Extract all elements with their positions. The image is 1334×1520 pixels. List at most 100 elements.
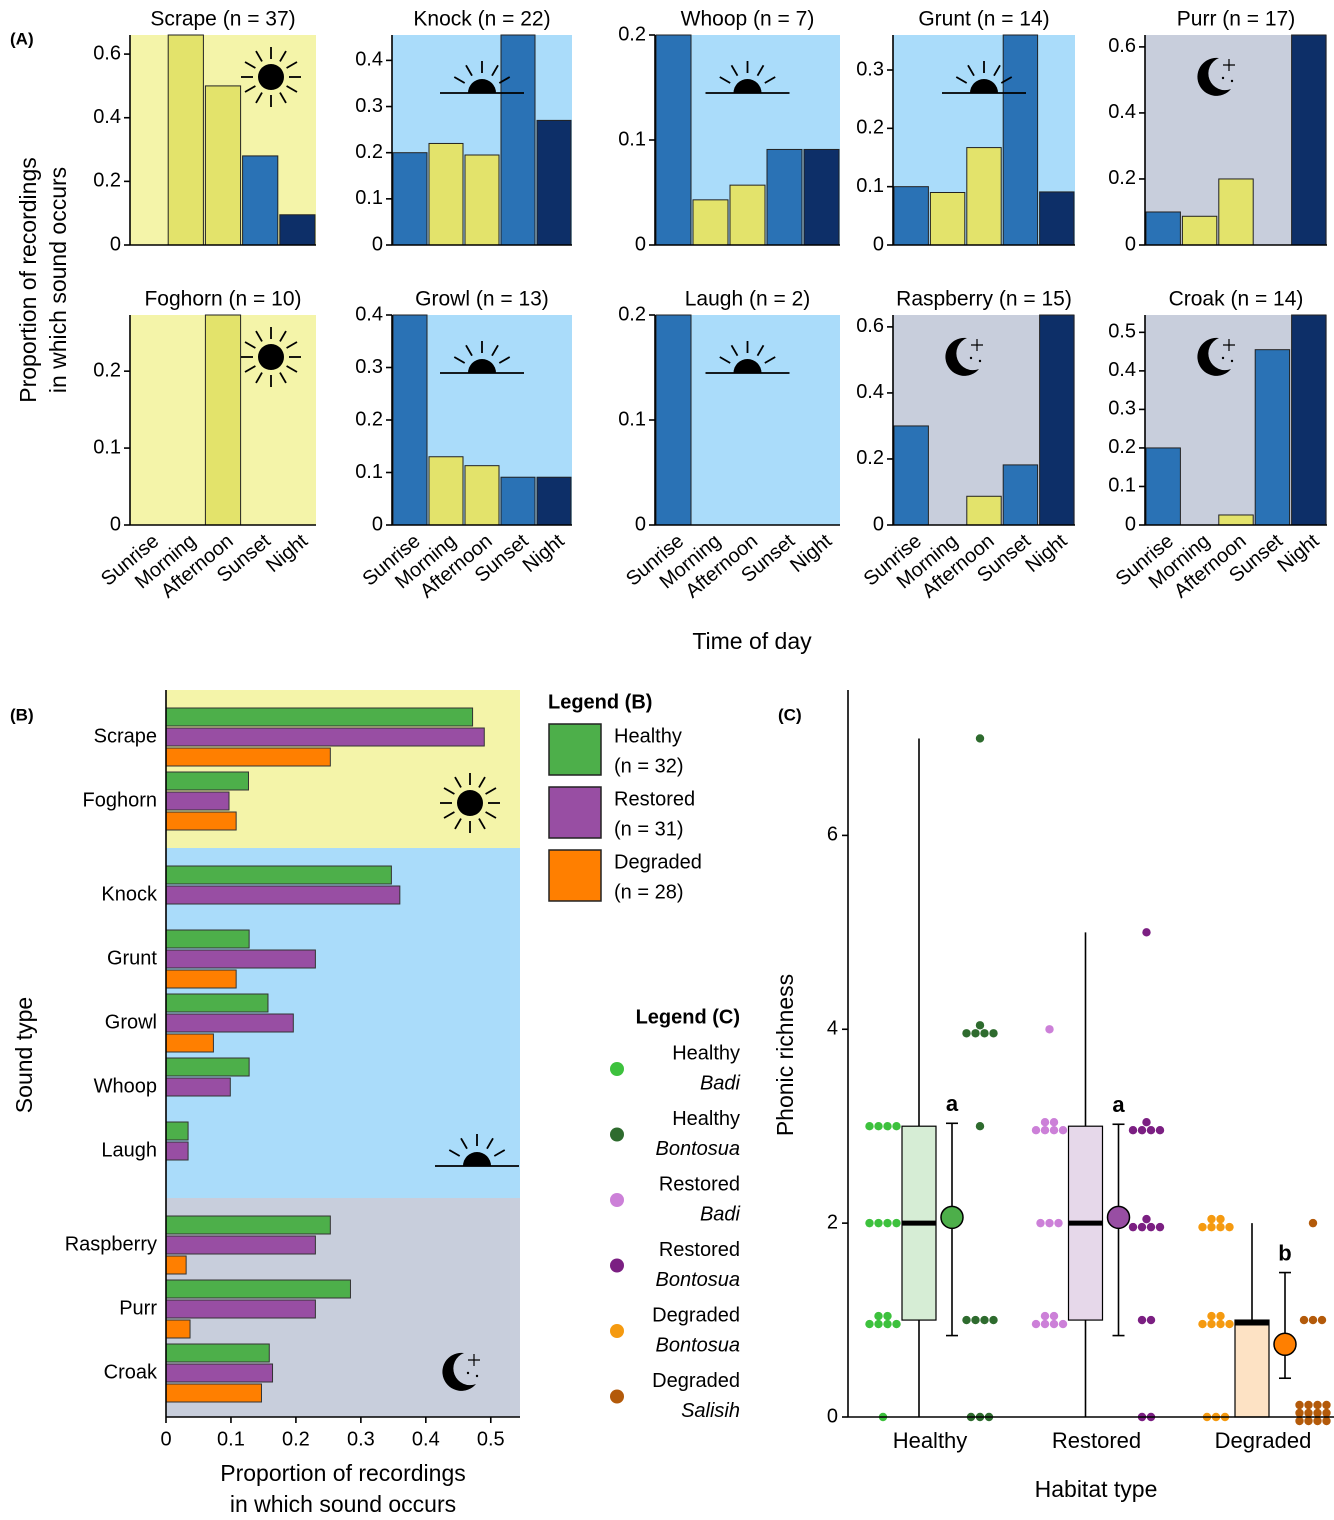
bar xyxy=(165,969,237,989)
bar xyxy=(1039,314,1075,526)
data-point xyxy=(975,1122,985,1131)
data-point xyxy=(1317,1315,1327,1325)
x-tick-label: Night xyxy=(262,530,312,577)
sun-ray xyxy=(460,1137,468,1150)
sun-ray xyxy=(255,372,263,384)
sun-half xyxy=(463,1152,491,1166)
data-point xyxy=(1045,1025,1054,1034)
sun-disc xyxy=(457,790,483,816)
x-tick-label: 0 xyxy=(160,1428,171,1450)
y-tick-label: 0.6 xyxy=(93,42,121,64)
y-tick-label: 0.1 xyxy=(856,175,884,197)
y-tick-label: 0.2 xyxy=(93,359,121,381)
y-tick-label: 0 xyxy=(873,233,884,255)
data-point xyxy=(1216,1222,1225,1232)
data-point xyxy=(1137,1126,1147,1135)
data-point xyxy=(1049,1311,1059,1321)
data-point xyxy=(1040,1319,1050,1329)
bar xyxy=(165,993,269,1013)
panel-label: (B) xyxy=(10,705,34,724)
legend-label: (n = 32) xyxy=(614,755,683,777)
legend-label: Healthy xyxy=(672,1108,740,1130)
x-tick-label: 0.5 xyxy=(477,1428,505,1450)
sun-ray xyxy=(279,50,287,62)
bar xyxy=(428,142,464,246)
sun-ray xyxy=(478,776,486,788)
bar xyxy=(766,148,803,246)
mean-point xyxy=(940,1205,964,1230)
legend-label: Restored xyxy=(659,1173,740,1195)
sun-ray xyxy=(719,76,731,84)
panel-label: (A) xyxy=(10,29,34,48)
bar xyxy=(464,154,500,246)
bar xyxy=(204,314,242,526)
bar xyxy=(1002,464,1039,526)
data-point xyxy=(865,1218,874,1228)
bar xyxy=(165,811,237,831)
sun-ray xyxy=(286,341,298,349)
sun-ray xyxy=(493,1149,506,1157)
y-tick-label: 0.1 xyxy=(355,187,383,209)
moon xyxy=(442,1352,476,1391)
sun-ray xyxy=(486,1137,494,1150)
bar xyxy=(165,929,250,949)
bar xyxy=(1254,349,1291,526)
sun-ray xyxy=(498,356,511,364)
sun-icon xyxy=(241,47,301,107)
data-point xyxy=(1308,1218,1318,1228)
data-point xyxy=(975,734,985,743)
bar xyxy=(1218,178,1254,246)
x-tick-label: 0.4 xyxy=(412,1428,440,1450)
chart-title: Growl (n = 13) xyxy=(415,288,549,311)
data-point xyxy=(1146,1222,1156,1232)
y-tick-label: 0 xyxy=(372,513,383,535)
legend-swatch xyxy=(548,786,602,839)
x-tick-label: 0.2 xyxy=(282,1428,310,1450)
data-point xyxy=(1142,928,1151,937)
legend-swatch xyxy=(548,723,602,776)
data-point xyxy=(1198,1319,1207,1329)
legend-label: (n = 28) xyxy=(614,881,683,903)
data-point xyxy=(1322,1400,1331,1410)
star xyxy=(1223,339,1235,351)
data-point xyxy=(989,1029,998,1038)
sun-ray xyxy=(764,356,776,364)
legend-label: Restored xyxy=(659,1239,740,1261)
y-tick-label: 0 xyxy=(1125,513,1136,535)
data-point xyxy=(1155,1222,1165,1232)
moon-icon xyxy=(442,1352,480,1391)
x-tick-label: Healthy xyxy=(893,1428,968,1453)
data-point xyxy=(971,1029,980,1038)
y-tick-label: 0 xyxy=(873,513,884,535)
x-tick-label: Night xyxy=(786,530,836,577)
y-tick-label: Foghorn xyxy=(83,789,158,811)
legend-marker xyxy=(610,1324,624,1338)
data-point xyxy=(1299,1315,1309,1325)
sun-disc xyxy=(258,344,284,370)
moon-icon xyxy=(1197,337,1235,376)
data-point xyxy=(980,1029,989,1038)
data-point xyxy=(892,1122,901,1131)
sun-disc xyxy=(258,64,284,90)
mean-point xyxy=(1106,1205,1131,1230)
data-point xyxy=(1225,1319,1234,1329)
bar xyxy=(165,707,474,727)
data-point xyxy=(1198,1222,1207,1232)
data-point xyxy=(1142,1118,1151,1127)
sun-ray xyxy=(756,64,765,77)
y-tick-label: 0 xyxy=(110,233,121,255)
y-tick-label: 0 xyxy=(1125,233,1136,255)
x-axis-label: Habitat type xyxy=(1035,1476,1158,1502)
bar xyxy=(655,34,692,246)
sun-ray xyxy=(993,64,1001,77)
y-tick-label: Knock xyxy=(101,883,158,905)
sun-ray xyxy=(279,330,287,342)
sun-ray xyxy=(244,85,256,93)
data-point xyxy=(1304,1408,1313,1418)
bar xyxy=(1039,191,1075,246)
legend-label: Badi xyxy=(700,1072,741,1094)
sun-ray xyxy=(454,776,462,788)
data-point xyxy=(865,1122,874,1131)
legend-swatch xyxy=(548,849,602,902)
